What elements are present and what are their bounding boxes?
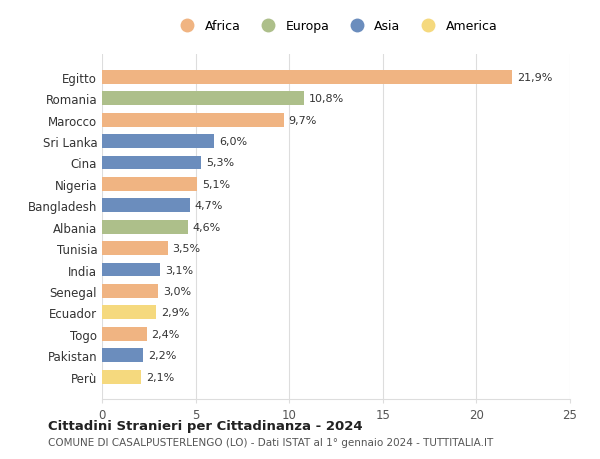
- Text: 4,7%: 4,7%: [194, 201, 223, 211]
- Bar: [102, 113, 284, 127]
- Text: 4,6%: 4,6%: [193, 222, 221, 232]
- Text: 5,3%: 5,3%: [206, 158, 234, 168]
- Text: 3,0%: 3,0%: [163, 286, 191, 296]
- Bar: [102, 71, 512, 84]
- Text: 2,4%: 2,4%: [152, 329, 180, 339]
- Bar: [102, 220, 188, 234]
- Text: 3,1%: 3,1%: [165, 265, 193, 275]
- Bar: [102, 135, 214, 149]
- Bar: [102, 263, 160, 277]
- Bar: [102, 156, 201, 170]
- Text: COMUNE DI CASALPUSTERLENGO (LO) - Dati ISTAT al 1° gennaio 2024 - TUTTITALIA.IT: COMUNE DI CASALPUSTERLENGO (LO) - Dati I…: [48, 437, 493, 447]
- Bar: [102, 370, 142, 384]
- Bar: [102, 199, 190, 213]
- Bar: [102, 327, 147, 341]
- Text: 2,9%: 2,9%: [161, 308, 190, 318]
- Text: 6,0%: 6,0%: [219, 137, 247, 147]
- Bar: [102, 241, 167, 256]
- Text: 9,7%: 9,7%: [288, 115, 317, 125]
- Bar: [102, 92, 304, 106]
- Legend: Africa, Europa, Asia, America: Africa, Europa, Asia, America: [171, 17, 501, 37]
- Text: 2,2%: 2,2%: [148, 350, 176, 360]
- Bar: [102, 306, 156, 319]
- Text: 3,5%: 3,5%: [172, 244, 200, 253]
- Text: 2,1%: 2,1%: [146, 372, 174, 382]
- Text: 10,8%: 10,8%: [309, 94, 344, 104]
- Bar: [102, 348, 143, 362]
- Text: Cittadini Stranieri per Cittadinanza - 2024: Cittadini Stranieri per Cittadinanza - 2…: [48, 419, 362, 432]
- Text: 5,1%: 5,1%: [202, 179, 230, 190]
- Text: 21,9%: 21,9%: [517, 73, 552, 83]
- Bar: [102, 284, 158, 298]
- Bar: [102, 178, 197, 191]
